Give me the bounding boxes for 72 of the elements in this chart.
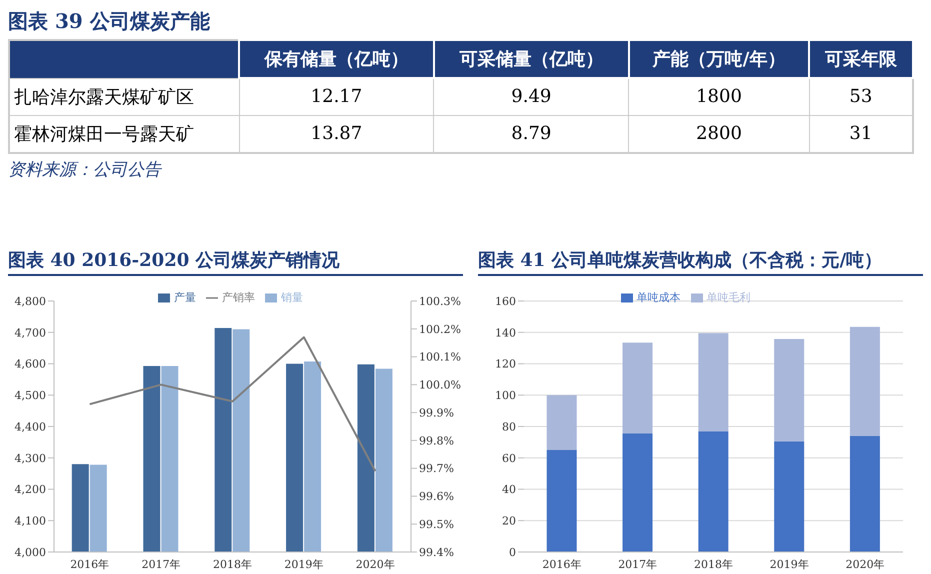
y-tick-label: 120 — [495, 358, 516, 371]
bar — [774, 441, 804, 552]
text: 保有储量（亿吨） — [239, 40, 434, 78]
text: 图表 39 公司煤炭产能 — [8, 8, 211, 35]
data-label: 1800 — [628, 78, 810, 115]
category-label: 扎哈淖尔露天煤矿矿区 — [9, 78, 239, 115]
y-tick-label: 4,100 — [14, 514, 46, 528]
legend-label: 产销率 — [222, 291, 255, 304]
x-tick-label: 2018年 — [213, 558, 252, 571]
y-tick-label: 4,000 — [14, 546, 46, 559]
x-tick-label: 2017年 — [618, 558, 658, 571]
category-label: 霍林河煤田一号露天矿 — [9, 115, 239, 152]
x-tick-label: 2017年 — [142, 558, 181, 571]
data-label: 2800 — [628, 115, 810, 152]
y2-tick-label: 99.5% — [419, 518, 454, 532]
y-tick-label: 60 — [502, 452, 516, 465]
y2-tick-label: 99.9% — [419, 406, 454, 420]
data-label: 12.17 — [239, 78, 434, 115]
y-tick-label: 80 — [502, 420, 516, 434]
bar — [546, 450, 577, 552]
x-tick-label: 2019年 — [770, 558, 809, 571]
y2-tick-label: 99.4% — [419, 546, 454, 559]
data-label: 13.87 — [239, 115, 434, 152]
text: 产能（万吨/年） — [628, 40, 810, 78]
bar — [546, 395, 577, 450]
legend-label: 销量 — [281, 291, 303, 304]
y2-tick-label: 99.6% — [419, 490, 454, 504]
x-tick-label: 2018年 — [694, 558, 733, 571]
bar — [698, 333, 728, 432]
text: 可采年限 — [809, 40, 913, 78]
text: 可采储量（亿吨） — [434, 40, 629, 78]
y-tick-label: 4,400 — [14, 420, 46, 434]
x-tick-label: 2016年 — [70, 558, 110, 571]
data-label: 53 — [809, 78, 913, 115]
y2-tick-label: 99.8% — [419, 434, 454, 448]
y-tick-label: 4,500 — [14, 389, 46, 402]
bar — [850, 436, 880, 552]
bar — [850, 326, 880, 436]
data-label: 8.79 — [434, 115, 629, 152]
y-tick-label: 4,600 — [14, 358, 46, 371]
bar — [622, 342, 653, 434]
y2-tick-label: 99.7% — [419, 462, 454, 476]
y2-tick-label: 100.0% — [419, 378, 461, 392]
line-series — [88, 336, 376, 472]
x-tick-label: 2019年 — [284, 558, 324, 571]
y-tick-label: 40 — [502, 483, 516, 496]
data-label: 9.49 — [434, 78, 629, 115]
legend-label: 单吨成本 — [636, 291, 680, 304]
chart-title: 图表 41 公司单吨煤炭营收构成（不含税：元/吨） — [478, 248, 923, 276]
bar — [622, 434, 653, 552]
y-tick-label: 140 — [495, 326, 516, 340]
y-tick-label: 4,300 — [14, 452, 46, 465]
y-tick-label: 160 — [495, 294, 516, 308]
y-tick-label: 4,200 — [14, 483, 46, 496]
y-tick-label: 4,700 — [14, 326, 46, 340]
x-tick-label: 2016年 — [542, 558, 582, 571]
legend-label: 单吨毛利 — [706, 291, 750, 304]
y2-tick-label: 100.2% — [419, 322, 461, 336]
y2-tick-label: 100.3% — [419, 294, 461, 308]
chart-title: 图表 40 2016-2020 公司煤炭产销情况 — [8, 248, 463, 276]
x-tick-label: 2020年 — [356, 558, 395, 571]
bar — [774, 338, 804, 442]
y-tick-label: 4,800 — [14, 294, 46, 308]
y-tick-label: 0 — [509, 546, 516, 559]
legend-label: 产量 — [174, 291, 196, 304]
x-tick-label: 2020年 — [846, 558, 885, 571]
y-tick-label: 100 — [495, 389, 516, 402]
y2-tick-label: 100.1% — [419, 350, 461, 364]
text: 资料来源：公司公告 — [8, 158, 163, 180]
bar — [698, 431, 728, 552]
data-label: 31 — [809, 115, 913, 152]
y-tick-label: 20 — [502, 514, 516, 528]
